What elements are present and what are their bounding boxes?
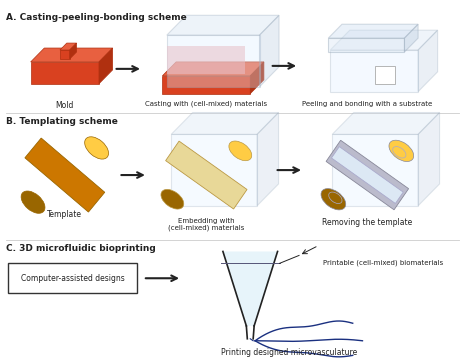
Polygon shape [223, 252, 278, 326]
Polygon shape [167, 35, 259, 87]
Text: Computer-assisted designs: Computer-assisted designs [21, 274, 125, 283]
Polygon shape [259, 15, 279, 87]
Ellipse shape [389, 140, 414, 162]
Polygon shape [330, 30, 438, 50]
Text: Removing the template: Removing the template [322, 218, 412, 227]
Text: Mold: Mold [55, 101, 74, 110]
Text: Peeling and bonding with a substrate: Peeling and bonding with a substrate [302, 101, 432, 107]
Text: C. 3D microfluidic bioprinting: C. 3D microfluidic bioprinting [6, 244, 156, 253]
Polygon shape [257, 113, 279, 206]
Polygon shape [167, 46, 246, 74]
Text: A. Casting-peeling-bonding scheme: A. Casting-peeling-bonding scheme [6, 13, 187, 22]
Text: Printing designed microvasculature: Printing designed microvasculature [221, 348, 357, 357]
Polygon shape [99, 48, 113, 84]
Ellipse shape [392, 147, 406, 158]
Polygon shape [418, 113, 439, 206]
Ellipse shape [161, 189, 184, 209]
Polygon shape [331, 147, 403, 204]
Polygon shape [163, 62, 264, 76]
Polygon shape [330, 50, 418, 92]
Polygon shape [418, 30, 438, 92]
Polygon shape [163, 76, 250, 94]
Polygon shape [60, 43, 76, 50]
Polygon shape [375, 66, 395, 84]
Polygon shape [60, 50, 70, 59]
Text: Printable (cell-mixed) biomaterials: Printable (cell-mixed) biomaterials [323, 259, 444, 266]
Ellipse shape [85, 137, 109, 159]
Polygon shape [328, 24, 418, 38]
Polygon shape [332, 113, 439, 134]
Polygon shape [250, 62, 264, 94]
Polygon shape [70, 43, 76, 59]
Ellipse shape [229, 141, 252, 161]
Ellipse shape [328, 192, 342, 204]
Polygon shape [165, 141, 247, 209]
Polygon shape [167, 15, 279, 35]
Text: B. Templating scheme: B. Templating scheme [6, 118, 118, 126]
Ellipse shape [21, 191, 45, 213]
Polygon shape [328, 38, 404, 52]
Text: Template: Template [47, 210, 82, 219]
Polygon shape [25, 138, 105, 212]
Polygon shape [332, 134, 418, 206]
Polygon shape [171, 113, 279, 134]
Polygon shape [404, 24, 418, 52]
Polygon shape [31, 62, 99, 84]
Polygon shape [31, 48, 113, 62]
Text: Embedding with
(cell-mixed) materials: Embedding with (cell-mixed) materials [168, 218, 245, 231]
FancyBboxPatch shape [8, 264, 137, 293]
Polygon shape [171, 134, 257, 206]
Text: Casting with (cell-mixed) materials: Casting with (cell-mixed) materials [145, 101, 267, 107]
Polygon shape [326, 140, 409, 210]
Ellipse shape [321, 189, 346, 210]
